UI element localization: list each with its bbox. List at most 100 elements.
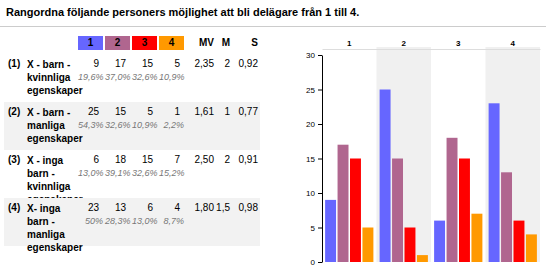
bar [417, 255, 428, 262]
bar [404, 228, 415, 263]
table-count: 18 [105, 154, 126, 165]
table-header-cell: 4 [159, 36, 184, 50]
y-tick: 10 [306, 189, 322, 198]
table-count: 6 [78, 154, 99, 165]
bar [459, 159, 470, 263]
table-count: 5 [132, 106, 153, 117]
bar [392, 159, 403, 263]
row-label: X - barn - kvinnliga egenskaper [27, 58, 77, 97]
table-percentage: 8,7% [159, 216, 184, 226]
chart: 0 5 10 15 20 25 30 1 2 3 4 [300, 38, 546, 269]
table-percentage: 10,9% [132, 120, 157, 130]
y-tick: 5 [311, 224, 322, 233]
table-percentage: 2,2% [159, 120, 184, 130]
table-percentage: 13,0% [132, 216, 157, 226]
table-stat: 1 [216, 106, 230, 117]
x-tick-label: 4 [511, 39, 516, 48]
bar [434, 221, 445, 262]
table-header-cell: 1 [78, 36, 103, 50]
y-tick: 20 [306, 120, 322, 129]
table-stat: 2 [216, 154, 230, 165]
y-tick-label: 5 [311, 224, 316, 233]
table-stat: 2,50 [186, 154, 214, 165]
table-percentage: 54,3% [78, 120, 103, 130]
x-axis: 1 2 3 4 [323, 39, 541, 50]
x-tick: 1 [347, 39, 352, 49]
table-percentage: 10,9% [159, 72, 184, 82]
y-tick-mark [318, 193, 322, 194]
row-label: X- inga barn - manliga egenskaper [27, 202, 77, 254]
y-axis: 0 5 10 15 20 25 30 [306, 51, 322, 267]
bar [471, 214, 482, 262]
x-tick-label: 2 [402, 39, 407, 48]
bar [325, 200, 336, 262]
row-label: X - barn - manliga egenskaper [27, 106, 77, 145]
group-band [377, 47, 432, 262]
y-tick-label: 10 [306, 189, 315, 198]
table-stat: 1,61 [186, 106, 214, 117]
table-percentage: 32,6% [105, 120, 130, 130]
table-header-cell: M [216, 36, 230, 50]
y-tick-mark [318, 159, 322, 160]
bar [489, 103, 500, 262]
table-percentage: 19,6% [78, 72, 103, 82]
bar [526, 234, 537, 262]
y-tick-label: 0 [311, 258, 316, 267]
table-percentage: 28,3% [105, 216, 130, 226]
x-tick-label: 1 [347, 39, 352, 48]
y-tick-mark [318, 90, 322, 91]
y-tick: 30 [306, 51, 322, 60]
table-count: 23 [78, 202, 99, 213]
row-number: (3) [8, 154, 20, 165]
y-tick: 15 [306, 155, 322, 164]
table-count: 4 [159, 202, 180, 213]
y-tick-label: 30 [306, 51, 315, 60]
table-header-cell: S [236, 36, 258, 50]
x-tick: 4 [511, 39, 516, 49]
table-percentage: 15,2% [159, 168, 184, 178]
table-header-cell: 3 [132, 36, 157, 50]
table-stat: 0,92 [236, 58, 258, 69]
y-tick-mark [318, 55, 322, 56]
table-percentage: 39,1% [105, 168, 130, 178]
table-stat: 0,77 [236, 106, 258, 117]
y-axis-line [322, 56, 323, 263]
bar [447, 138, 458, 262]
group-band [486, 47, 541, 262]
y-tick-mark [318, 262, 322, 263]
row-number: (1) [8, 58, 20, 69]
bar [350, 159, 361, 263]
bar [338, 145, 349, 262]
row-number: (2) [8, 106, 20, 117]
x-tick-label: 3 [456, 39, 461, 48]
table-percentage: 37,0% [105, 72, 130, 82]
y-tick-label: 20 [306, 120, 315, 129]
table-count: 1 [159, 106, 180, 117]
bar [501, 172, 512, 262]
y-tick: 0 [311, 258, 322, 267]
title-rule [0, 26, 546, 27]
table-percentage: 50% [78, 216, 103, 226]
table-percentage: 32,6% [132, 72, 157, 82]
table-percentage: 32,6% [132, 168, 157, 178]
table-stat: 1,5 [216, 202, 230, 213]
bar [362, 228, 373, 263]
y-tick-mark [318, 124, 322, 125]
table-header-cell: MV [186, 36, 214, 50]
table-count: 5 [159, 58, 180, 69]
x-tick: 2 [402, 39, 407, 49]
table-percentage: 13,0% [78, 168, 103, 178]
title: Rangordna följande personers möjlighet a… [6, 6, 359, 18]
table-count: 15 [132, 58, 153, 69]
table-stat: 0,91 [236, 154, 258, 165]
table-count: 15 [132, 154, 153, 165]
table-count: 7 [159, 154, 180, 165]
table-count: 6 [132, 202, 153, 213]
y-tick-mark [318, 228, 322, 229]
y-tick-label: 25 [306, 86, 315, 95]
table-header-cell: 2 [105, 36, 130, 50]
table-count: 13 [105, 202, 126, 213]
table-stat: 0,98 [236, 202, 258, 213]
table-stat: 2 [216, 58, 230, 69]
y-tick-label: 15 [306, 155, 315, 164]
